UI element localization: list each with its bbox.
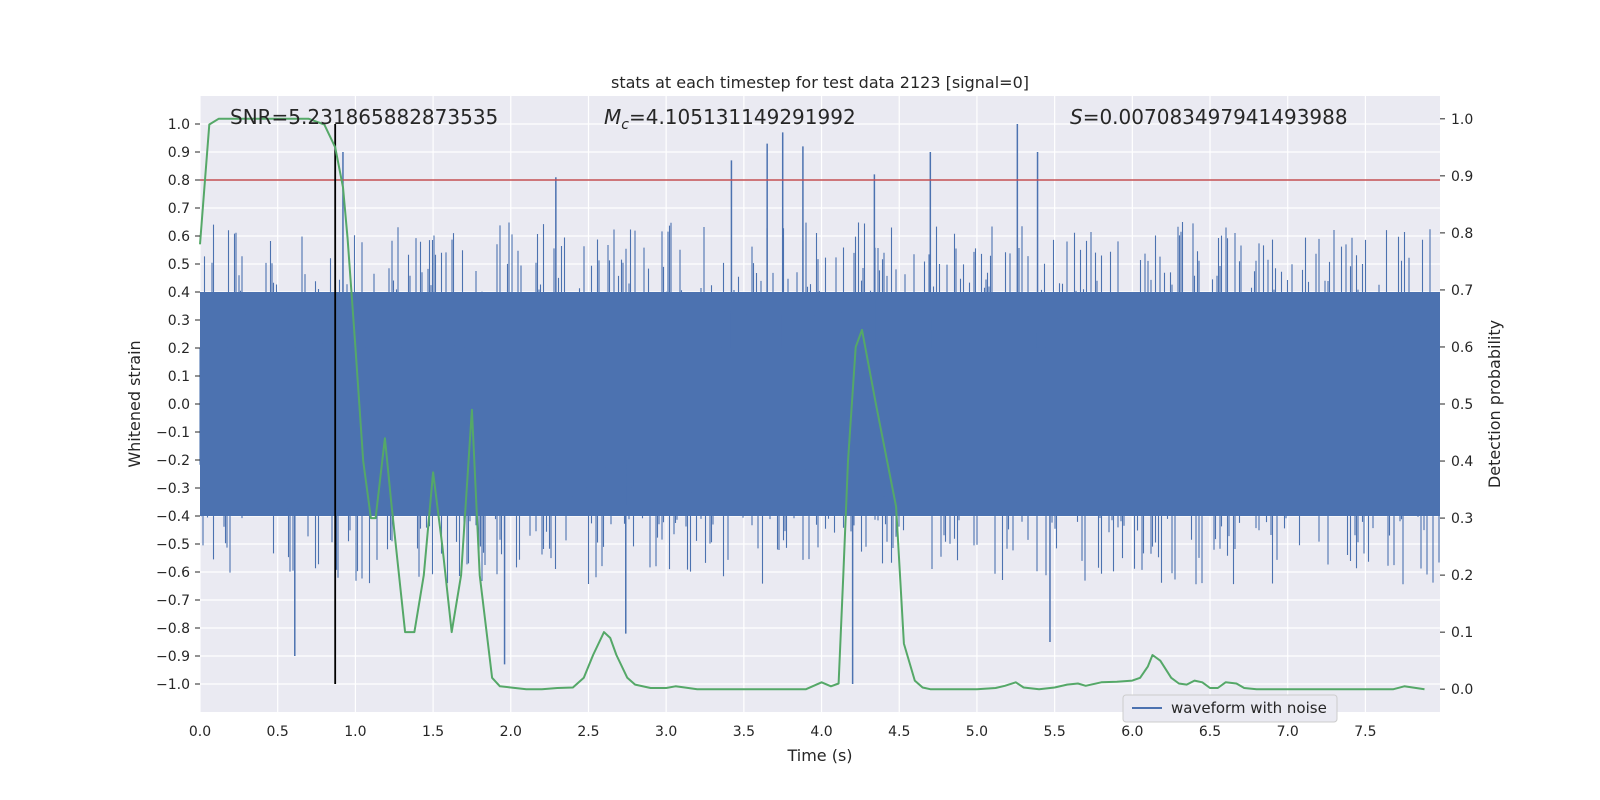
- snr-annotation: SNR=5.231865882873535: [230, 105, 498, 129]
- x-tick-label: 6.0: [1121, 724, 1143, 740]
- y-tick-label: 0.5: [168, 257, 190, 273]
- overlay-lines: [200, 124, 1440, 684]
- legend-label-waveform: waveform with noise: [1171, 699, 1327, 717]
- y-tick-label: 0.4: [168, 285, 190, 301]
- y-tick-label: 0.6: [168, 229, 190, 245]
- probability-series: [199, 117, 1425, 691]
- s-symbol: S: [1070, 105, 1083, 129]
- x-tick-label: 7.5: [1354, 724, 1376, 740]
- x-tick-label: 3.5: [733, 724, 755, 740]
- right-y-tick-label: 0.0: [1451, 682, 1473, 698]
- y-tick-label: −0.4: [156, 509, 190, 525]
- x-tick-label: 5.5: [1044, 724, 1066, 740]
- x-tick-label: 0.0: [189, 724, 211, 740]
- y-tick-label: −0.3: [156, 481, 190, 497]
- y-tick-label: 0.3: [168, 313, 190, 329]
- right-y-tick-label: 0.6: [1451, 340, 1473, 356]
- x-tick-label: 0.5: [267, 724, 289, 740]
- x-tick-label: 4.0: [810, 724, 832, 740]
- x-tick-label: 7.0: [1277, 724, 1299, 740]
- y-tick-label: 0.9: [168, 145, 190, 161]
- x-tick-label: 4.5: [888, 724, 910, 740]
- right-y-tick-label: 0.4: [1451, 454, 1473, 470]
- right-y-tick-label: 0.3: [1451, 511, 1473, 527]
- y-tick-label: 0.0: [168, 397, 190, 413]
- y-tick-label: 0.8: [168, 173, 190, 189]
- y-tick-label: −0.7: [156, 593, 190, 609]
- y-tick-label: 0.2: [168, 341, 190, 357]
- x-tick-label: 5.0: [966, 724, 988, 740]
- y-tick-label: −0.2: [156, 453, 190, 469]
- x-tick-label: 3.0: [655, 724, 677, 740]
- y-tick-label: −0.6: [156, 565, 190, 581]
- x-tick-label: 2.0: [500, 724, 522, 740]
- y-tick-label: 0.7: [168, 201, 190, 217]
- chirp-mass-symbol: M: [604, 105, 621, 129]
- right-y-tick-label: 0.9: [1451, 169, 1473, 185]
- right-y-axis-label: Detection probability: [1485, 320, 1504, 488]
- legend-box: [1122, 694, 1338, 723]
- x-axis-label: Time (s): [786, 746, 852, 765]
- right-y-tick-label: 0.2: [1451, 568, 1473, 584]
- chirp-mass-annotation: Mc=4.105131149291992: [604, 105, 856, 133]
- y-axis-label: Whitened strain: [125, 340, 144, 467]
- x-tick-label: 1.5: [422, 724, 444, 740]
- waveform-series: [199, 124, 1440, 684]
- y-tick-labels: 1.0 0.9 0.8 0.7 0.6 0.5 0.4 0.3 0.2 0.1 0.0 −0.1 −0.…: [156, 117, 200, 693]
- y-tick-label: −0.1: [156, 425, 190, 441]
- x-tick-label: 6.5: [1199, 724, 1221, 740]
- chirp-mass-subscript: c: [621, 117, 629, 133]
- chirp-mass-value: =4.105131149291992: [629, 105, 856, 129]
- y-tick-label: −0.9: [156, 649, 190, 665]
- x-tick-labels: 0.0 0.5 1.0 1.5 2.0 2.5 3.0 3.5 4.0 4.5 5.0 5.5 6.0 6…: [189, 724, 1377, 740]
- s-value: =0.007083497941493988: [1083, 105, 1348, 129]
- x-tick-label: 1.0: [344, 724, 366, 740]
- waveform-noise-trace: [199, 222, 1440, 585]
- right-y-tick-label: 0.1: [1451, 625, 1473, 641]
- right-y-tick-label: 1.0: [1451, 112, 1473, 128]
- right-y-tick-label: 0.5: [1451, 397, 1473, 413]
- right-y-tick-label: 0.8: [1451, 226, 1473, 242]
- y-tick-label: −1.0: [156, 677, 190, 693]
- right-y-tick-labels: 1.0 0.9 0.8 0.7 0.6 0.5 0.4 0.3 0.2 0.1 0.0: [1440, 112, 1473, 698]
- probability-line: [199, 117, 1425, 691]
- x-tick-label: 2.5: [577, 724, 599, 740]
- y-tick-label: 0.1: [168, 369, 190, 385]
- legend: waveform with noise: [1122, 694, 1338, 723]
- y-tick-label: 1.0: [168, 117, 190, 133]
- right-y-tick-label: 0.7: [1451, 283, 1473, 299]
- chart-title: stats at each timestep for test data 212…: [611, 73, 1029, 92]
- y-tick-label: −0.8: [156, 621, 190, 637]
- s-annotation: S=0.007083497941493988: [1070, 105, 1348, 129]
- y-tick-label: −0.5: [156, 537, 190, 553]
